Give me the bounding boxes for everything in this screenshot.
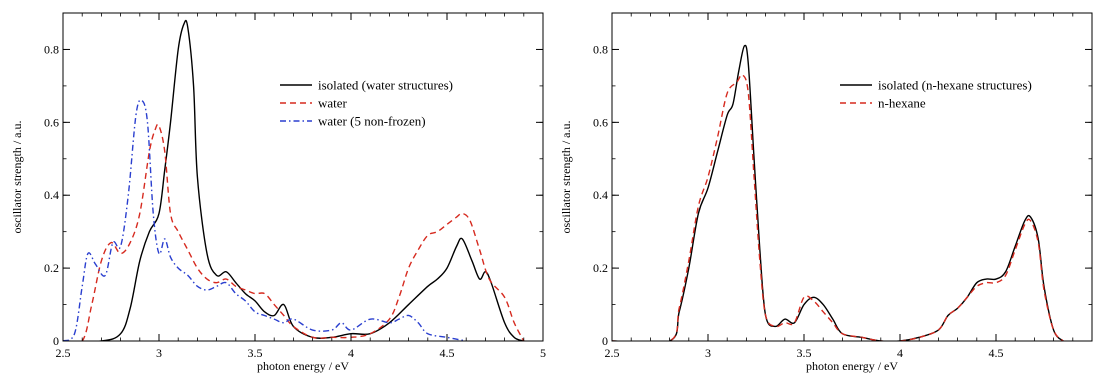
x-tick-label: 3 <box>156 346 162 360</box>
y-tick-label: 0.4 <box>44 188 59 202</box>
x-axis-label: photon energy / eV <box>806 359 898 373</box>
series-line-2 <box>63 123 525 341</box>
y-tick-label: 0.8 <box>44 42 59 56</box>
y-axis-label: oscillator strength / a.u. <box>10 121 24 234</box>
x-tick-label: 3.5 <box>797 346 812 360</box>
y-tick-label: 0 <box>602 334 608 348</box>
series-line-1 <box>63 19 525 341</box>
x-tick-label: 4 <box>897 346 903 360</box>
y-tick-label: 0.2 <box>593 261 608 275</box>
x-axis-label: photon energy / eV <box>257 359 349 373</box>
chart-panel-1: 2.5 3 3.5 4 4.5 5 0 0.2 0.4 0.6 0.8 photon energy /… <box>10 12 546 373</box>
legend-label-2: water <box>318 96 348 111</box>
series-group <box>63 19 525 341</box>
x-tick-label: 2.5 <box>56 346 71 360</box>
x-tick-label: 3 <box>705 346 711 360</box>
legend-label-1: isolated (n-hexane structures) <box>878 78 1032 93</box>
x-tick-label: 3.5 <box>248 346 263 360</box>
y-axis-label: oscillator strength / a.u. <box>559 121 573 234</box>
y-tick-label: 0.4 <box>593 188 608 202</box>
legend: isolated (n-hexane structures) n-hexane <box>840 78 1032 111</box>
legend-label-1: isolated (water structures) <box>318 78 453 93</box>
series-group <box>612 44 1064 341</box>
plot-frame <box>611 12 1093 342</box>
x-tick-label: 4.5 <box>440 346 455 360</box>
x-tick-label: 4 <box>348 346 354 360</box>
legend: isolated (water structures) water water (5… <box>280 78 453 129</box>
series-line-1 <box>612 44 1064 341</box>
y-tick-label: 0.6 <box>593 115 608 129</box>
x-tick-label: 4.5 <box>989 346 1004 360</box>
y-tick-label: 0.6 <box>44 115 59 129</box>
series-line-3 <box>63 99 467 341</box>
x-tick-label: 5 <box>540 346 546 360</box>
x-tick-label: 2.5 <box>605 346 620 360</box>
plot-frame <box>62 12 544 342</box>
series-line-2 <box>612 73 1064 341</box>
legend-label-2: n-hexane <box>878 96 926 111</box>
legend-label-3: water (5 non-frozen) <box>318 114 426 129</box>
chart-panel-2: 2.5 3 3.5 4 4.5 0 0.2 0.4 0.6 0.8 photon energy / … <box>559 12 1093 373</box>
y-tick-label: 0 <box>53 334 59 348</box>
y-tick-label: 0.2 <box>44 261 59 275</box>
y-tick-label: 0.8 <box>593 42 608 56</box>
